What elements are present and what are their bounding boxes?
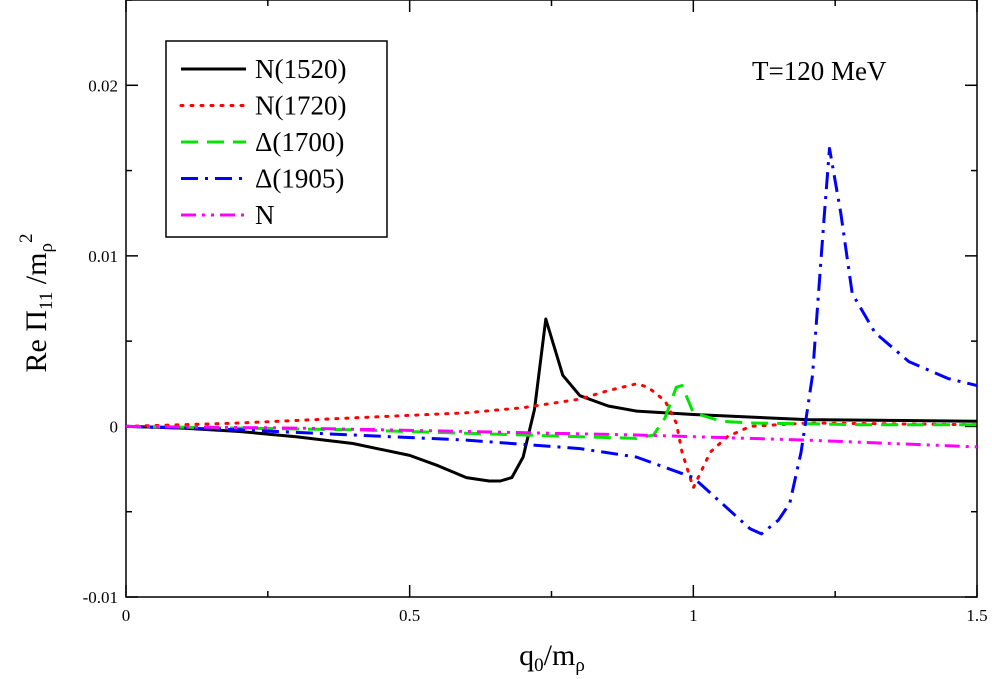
series-layer bbox=[126, 146, 977, 536]
legend-label-1: N(1520) bbox=[255, 54, 346, 84]
x-axis-title-sub2: ρ bbox=[575, 655, 584, 676]
x-tick-label: 0.5 bbox=[399, 606, 420, 625]
y-axis-ticks: -0.01 0 0.01 0.02 bbox=[83, 0, 977, 607]
x-axis-title: q0/mρ bbox=[519, 639, 585, 676]
y-tick-label: 0 bbox=[110, 417, 119, 436]
y-axis-title-base: Re Π bbox=[20, 310, 53, 373]
legend-label-2: N(1720) bbox=[255, 91, 346, 121]
x-axis-ticks: 0 0.5 1 1.5 bbox=[122, 0, 988, 625]
x-tick-label: 0 bbox=[122, 606, 131, 625]
series-line-1 bbox=[126, 317, 977, 483]
y-axis-title-mid: /m bbox=[20, 253, 53, 292]
y-axis-title: Re Π11 /mρ2 bbox=[16, 234, 57, 373]
series-line-4 bbox=[126, 146, 977, 536]
temperature-annotation: T=120 MeV bbox=[752, 56, 887, 86]
x-tick-label: 1 bbox=[689, 606, 698, 625]
y-tick-label: 0.01 bbox=[88, 247, 118, 266]
x-axis-title-mid: /m bbox=[544, 639, 576, 672]
legend: N(1520) N(1720) Δ(1700) Δ(1905) N bbox=[165, 40, 388, 238]
legend-label-5: N bbox=[255, 200, 275, 230]
series-line-3 bbox=[126, 384, 977, 440]
x-axis-title-sub1: 0 bbox=[534, 655, 544, 676]
x-axis-title-base: q bbox=[519, 639, 534, 672]
x-tick-label: 1.5 bbox=[966, 606, 987, 625]
y-axis-title-sup: 2 bbox=[16, 234, 37, 244]
series-line-5 bbox=[126, 424, 977, 449]
series-line-2 bbox=[126, 382, 977, 490]
y-tick-label: 0.02 bbox=[88, 76, 118, 95]
y-axis-title-sub2: ρ bbox=[36, 243, 57, 252]
legend-box bbox=[165, 40, 388, 238]
y-tick-label: -0.01 bbox=[83, 588, 118, 607]
y-axis-title-sub1: 11 bbox=[36, 292, 57, 310]
legend-label-4: Δ(1905) bbox=[255, 164, 344, 194]
legend-label-3: Δ(1700) bbox=[255, 127, 344, 157]
